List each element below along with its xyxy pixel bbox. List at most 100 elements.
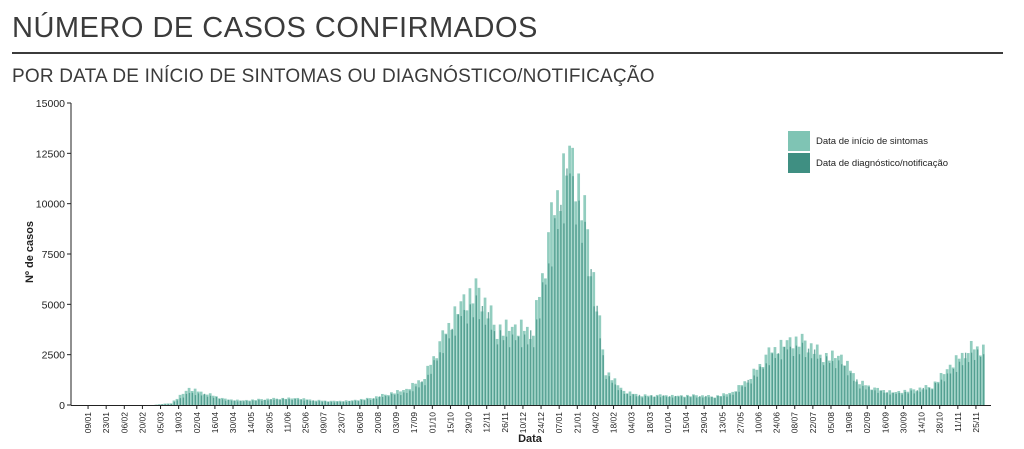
- x-tick-label: 03/09: [391, 412, 401, 434]
- bar-diagnosis: [321, 401, 324, 405]
- page-subtitle: POR DATA DE INÍCIO DE SINTOMAS OU DIAGNÓ…: [12, 66, 655, 87]
- x-tick-label: 05/03: [156, 412, 166, 434]
- bar-diagnosis: [197, 393, 200, 405]
- y-tick-label: 0: [59, 400, 65, 412]
- bar-diagnosis: [925, 389, 928, 405]
- bar-diagnosis: [400, 395, 402, 405]
- bar-diagnosis: [934, 382, 937, 405]
- y-axis-label: Nº de casos: [24, 221, 36, 283]
- bar-diagnosis: [801, 342, 804, 405]
- bar-diagnosis: [527, 344, 529, 405]
- bar-diagnosis: [366, 398, 369, 405]
- bar-diagnosis: [907, 393, 909, 405]
- bar-diagnosis: [699, 396, 701, 405]
- bar-diagnosis: [889, 394, 891, 405]
- bar-diagnosis: [871, 390, 873, 405]
- bar-diagnosis: [560, 204, 562, 405]
- bar-diagnosis: [829, 363, 831, 405]
- bar-diagnosis: [345, 401, 348, 405]
- bar-diagnosis: [376, 398, 378, 405]
- x-tick-label: 15/04: [681, 412, 691, 434]
- bar-diagnosis: [632, 394, 635, 405]
- bar-diagnosis: [557, 229, 559, 405]
- bar-diagnosis: [880, 390, 882, 405]
- bar-diagnosis: [436, 360, 438, 405]
- bar-diagnosis: [258, 399, 260, 405]
- y-tick-label: 2500: [42, 350, 66, 362]
- bar-diagnosis: [442, 353, 444, 405]
- bar-diagnosis: [333, 402, 336, 405]
- bar-diagnosis: [750, 383, 752, 405]
- bar-diagnosis: [415, 386, 417, 405]
- bar-diagnosis: [215, 397, 218, 405]
- x-tick-label: 29/10: [464, 412, 474, 434]
- bar-diagnosis: [496, 344, 499, 405]
- bar-diagnosis: [611, 382, 613, 405]
- x-tick-label: 25/11: [971, 412, 981, 433]
- bar-diagnosis: [702, 397, 704, 405]
- page-title: NÚMERO DE CASOS CONFIRMADOS: [12, 12, 538, 44]
- bar-diagnosis: [662, 395, 665, 405]
- bar-diagnosis: [209, 395, 212, 405]
- bar-diagnosis: [856, 379, 858, 405]
- x-tick-label: 09/07: [319, 412, 329, 434]
- bar-diagnosis: [804, 357, 807, 405]
- x-tick-label: 24/06: [772, 412, 782, 434]
- bar-diagnosis: [575, 224, 577, 405]
- bar-diagnosis: [273, 399, 275, 405]
- bar-diagnosis: [167, 404, 169, 405]
- bar-diagnosis: [913, 393, 915, 405]
- x-tick-label: 26/11: [500, 412, 510, 433]
- bar-diagnosis: [382, 396, 384, 405]
- y-tick-label: 7500: [42, 249, 66, 261]
- bar-diagnosis: [774, 358, 777, 405]
- bar-diagnosis: [499, 330, 502, 405]
- bar-diagnosis: [949, 373, 952, 405]
- bar-diagnosis: [505, 336, 508, 405]
- bar-diagnosis: [545, 284, 547, 405]
- bar-diagnosis: [460, 316, 462, 405]
- y-tick-label: 5000: [42, 299, 66, 311]
- bar-diagnosis: [883, 392, 885, 405]
- bar-diagnosis: [955, 371, 958, 405]
- bar-diagnosis: [753, 375, 755, 405]
- bar-diagnosis: [874, 390, 876, 405]
- bar-diagnosis: [901, 394, 903, 405]
- bar-diagnosis: [678, 396, 680, 405]
- bar-diagnosis: [744, 386, 746, 405]
- bar-diagnosis: [714, 398, 716, 405]
- bar-diagnosis: [327, 401, 330, 405]
- bar-diagnosis: [819, 358, 822, 405]
- bar-diagnosis: [357, 401, 360, 405]
- bar-diagnosis: [647, 397, 650, 405]
- bar-diagnosis: [288, 399, 290, 405]
- bar-diagnosis: [354, 400, 357, 405]
- bar-diagnosis: [726, 396, 728, 405]
- bar-diagnosis: [373, 398, 375, 405]
- x-tick-label: 22/07: [808, 412, 818, 434]
- bar-diagnosis: [514, 340, 517, 405]
- x-tick-label: 04/02: [590, 412, 600, 434]
- x-tick-label: 09/01: [83, 412, 93, 434]
- bar-diagnosis: [439, 352, 441, 405]
- bar-diagnosis: [294, 398, 296, 405]
- bar-diagnosis: [412, 391, 414, 405]
- bar-symptom-onset: [157, 404, 161, 405]
- bar-diagnosis: [602, 355, 604, 405]
- bar-diagnosis: [684, 397, 686, 405]
- bar-diagnosis: [566, 168, 568, 405]
- x-axis-label: Data: [518, 433, 543, 445]
- bar-diagnosis: [762, 368, 764, 405]
- bar-diagnosis: [659, 397, 662, 405]
- bar-diagnosis: [484, 324, 487, 405]
- bar-diagnosis: [693, 395, 695, 405]
- bar-diagnosis: [656, 396, 659, 405]
- bar-diagnosis: [270, 399, 272, 405]
- bar-diagnosis: [608, 376, 610, 405]
- bar-diagnosis: [798, 354, 801, 405]
- bar-diagnosis: [768, 365, 770, 405]
- bar-diagnosis: [228, 399, 230, 405]
- bar-diagnosis: [696, 397, 698, 405]
- bar-diagnosis: [206, 396, 209, 405]
